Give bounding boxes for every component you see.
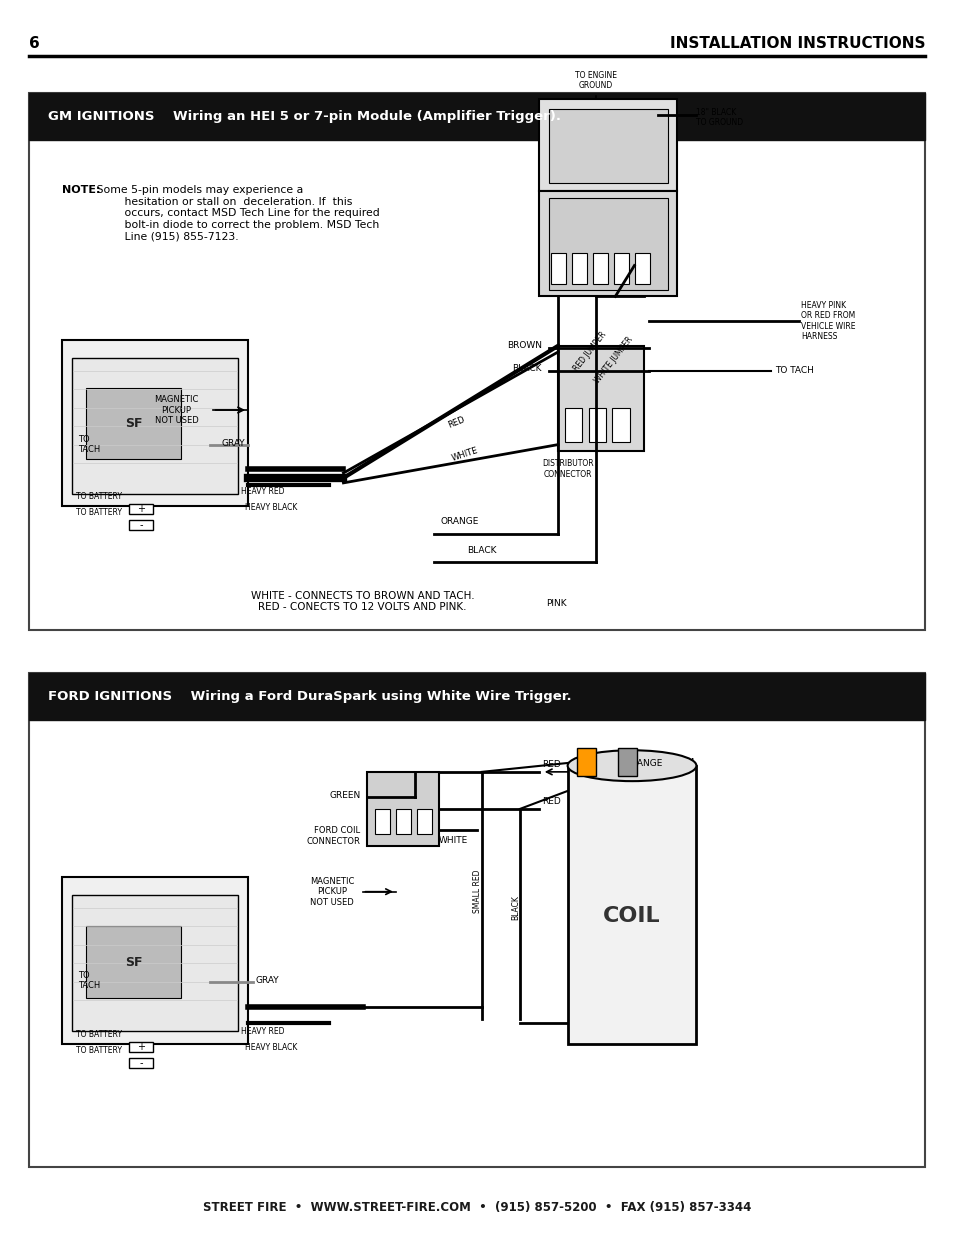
Text: TO ENGINE
GROUND: TO ENGINE GROUND bbox=[575, 70, 617, 90]
Bar bbox=[71, 358, 238, 494]
Text: HEAVY RED: HEAVY RED bbox=[240, 487, 284, 496]
Text: RED: RED bbox=[541, 798, 560, 806]
Text: BLACK: BLACK bbox=[511, 895, 520, 920]
Bar bbox=[551, 253, 565, 284]
Text: SF: SF bbox=[125, 956, 142, 968]
Text: GRAY: GRAY bbox=[221, 438, 245, 448]
Bar bbox=[86, 388, 181, 459]
Text: TO
TACH: TO TACH bbox=[78, 971, 100, 990]
Text: FORD IGNITIONS    Wiring a Ford DuraSpark using White Wire Trigger.: FORD IGNITIONS Wiring a Ford DuraSpark u… bbox=[48, 690, 571, 703]
Bar bbox=[588, 408, 605, 442]
Text: DISCONNECT FROM
COIL: DISCONNECT FROM COIL bbox=[605, 758, 694, 778]
Bar bbox=[612, 408, 629, 442]
Bar bbox=[129, 520, 152, 530]
Text: -: - bbox=[139, 520, 143, 530]
Text: HEAVY RED: HEAVY RED bbox=[240, 1026, 284, 1036]
Bar bbox=[86, 926, 181, 998]
Text: 18" BLACK
TO GROUND: 18" BLACK TO GROUND bbox=[696, 107, 742, 127]
Text: COIL: COIL bbox=[602, 906, 659, 926]
Text: 6: 6 bbox=[29, 36, 39, 51]
Bar bbox=[548, 198, 667, 290]
Bar bbox=[29, 93, 924, 630]
Text: WHITE JUMPER: WHITE JUMPER bbox=[593, 336, 635, 385]
Text: GRAY: GRAY bbox=[255, 976, 279, 986]
Ellipse shape bbox=[567, 750, 696, 782]
Bar bbox=[564, 408, 581, 442]
Text: +: + bbox=[618, 755, 627, 764]
Text: RED JUMPER: RED JUMPER bbox=[572, 330, 608, 373]
Text: +: + bbox=[137, 504, 145, 514]
Bar bbox=[548, 109, 667, 183]
Text: HEAVY BLACK: HEAVY BLACK bbox=[245, 1042, 297, 1052]
Bar bbox=[62, 877, 248, 1044]
Text: GM IGNITIONS    Wiring an HEI 5 or 7-pin Module (Amplifier Trigger).: GM IGNITIONS Wiring an HEI 5 or 7-pin Mo… bbox=[48, 110, 560, 122]
Text: GREEN: GREEN bbox=[329, 790, 360, 800]
Bar bbox=[635, 253, 649, 284]
Bar bbox=[538, 99, 677, 191]
Text: HEAVY PINK
OR RED FROM
VEHICLE WIRE
HARNESS: HEAVY PINK OR RED FROM VEHICLE WIRE HARN… bbox=[801, 301, 855, 341]
Bar bbox=[129, 1042, 152, 1052]
Text: TO BATTERY: TO BATTERY bbox=[76, 508, 122, 517]
Bar bbox=[62, 340, 248, 506]
Text: MAGNETIC
PICKUP
NOT USED: MAGNETIC PICKUP NOT USED bbox=[310, 877, 354, 906]
Bar bbox=[367, 772, 438, 846]
Bar bbox=[577, 748, 596, 776]
Text: TO
TACH: TO TACH bbox=[78, 435, 100, 454]
Text: BLACK: BLACK bbox=[512, 363, 541, 373]
Bar bbox=[129, 504, 152, 514]
Text: TO TACH: TO TACH bbox=[774, 366, 813, 375]
Text: WHITE: WHITE bbox=[438, 836, 468, 845]
Bar bbox=[29, 673, 924, 1167]
Bar bbox=[567, 766, 696, 1044]
Text: ORANGE: ORANGE bbox=[624, 758, 662, 768]
Bar bbox=[129, 1058, 152, 1068]
Bar bbox=[538, 191, 677, 296]
Text: WHITE - CONNECTS TO BROWN AND TACH.
RED - CONECTS TO 12 VOLTS AND PINK.: WHITE - CONNECTS TO BROWN AND TACH. RED … bbox=[251, 590, 474, 613]
Text: ORANGE: ORANGE bbox=[440, 517, 478, 526]
Bar bbox=[416, 809, 432, 834]
Text: SF: SF bbox=[125, 417, 142, 430]
Text: NOTE:: NOTE: bbox=[62, 185, 100, 195]
Text: RED: RED bbox=[446, 415, 466, 430]
Text: TO BATTERY: TO BATTERY bbox=[76, 1030, 122, 1040]
Text: STREET FIRE  •  WWW.STREET-FIRE.COM  •  (915) 857-5200  •  FAX (915) 857-3344: STREET FIRE • WWW.STREET-FIRE.COM • (915… bbox=[203, 1202, 750, 1214]
Text: INSTALLATION INSTRUCTIONS: INSTALLATION INSTRUCTIONS bbox=[669, 36, 924, 51]
Bar bbox=[29, 673, 924, 720]
Text: SMALL RED: SMALL RED bbox=[473, 869, 482, 914]
Text: DISTRIBUTOR
CONNECTOR: DISTRIBUTOR CONNECTOR bbox=[541, 459, 593, 479]
Text: +: + bbox=[137, 1042, 145, 1052]
Text: BLACK: BLACK bbox=[467, 546, 497, 555]
Text: FORD COIL
CONNECTOR: FORD COIL CONNECTOR bbox=[307, 826, 360, 846]
Text: Some 5-pin models may experience a
         hesitation or stall on  deceleration: Some 5-pin models may experience a hesit… bbox=[93, 185, 380, 242]
Text: MAGNETIC
PICKUP
NOT USED: MAGNETIC PICKUP NOT USED bbox=[154, 395, 198, 425]
Bar bbox=[614, 253, 628, 284]
Bar bbox=[572, 253, 586, 284]
Text: BROWN: BROWN bbox=[506, 341, 541, 351]
Bar bbox=[375, 809, 390, 834]
Text: WHITE: WHITE bbox=[450, 446, 478, 463]
Bar bbox=[618, 748, 637, 776]
Bar bbox=[395, 809, 411, 834]
Text: RED: RED bbox=[541, 761, 560, 769]
Text: TO BATTERY: TO BATTERY bbox=[76, 1046, 122, 1056]
Text: -: - bbox=[139, 1058, 143, 1068]
Text: HEAVY BLACK: HEAVY BLACK bbox=[245, 503, 297, 513]
Bar bbox=[71, 895, 238, 1031]
Bar bbox=[558, 346, 643, 451]
Bar bbox=[593, 253, 607, 284]
Text: PINK: PINK bbox=[545, 599, 566, 609]
Text: TO BATTERY: TO BATTERY bbox=[76, 492, 122, 501]
Bar bbox=[29, 93, 924, 140]
